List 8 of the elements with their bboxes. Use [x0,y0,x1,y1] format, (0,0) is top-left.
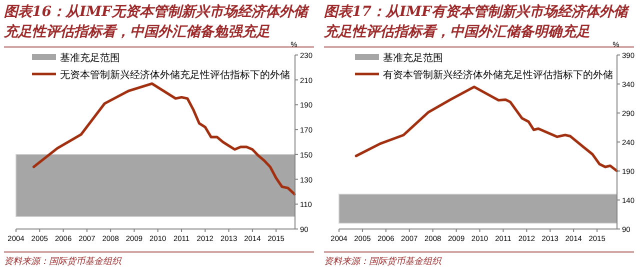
text: 资料来源：国际货币基金组织 [324,256,442,267]
legend-label: 基准充足范围 [383,52,443,64]
text: 资料来源：国际货币基金组织 [4,256,122,267]
chart-title: 图表17：从IMF有资本管制新兴市场经济体外储充足性评估指标看，中国外汇储备明确充足 [323,3,630,40]
legend-label: 有资本管制新兴经济体外储充足性评估指标下的外储 [383,69,613,81]
legend-label: 基准充足范围 [60,52,120,64]
legend-label: 无资本管制新兴经济体外储充足性评估指标下的外储 [60,69,290,81]
chart-title: 图表16：从IMF无资本管制新兴市场经济体外储充足性评估指标看，中国外汇储备勉强充足 [3,3,310,40]
